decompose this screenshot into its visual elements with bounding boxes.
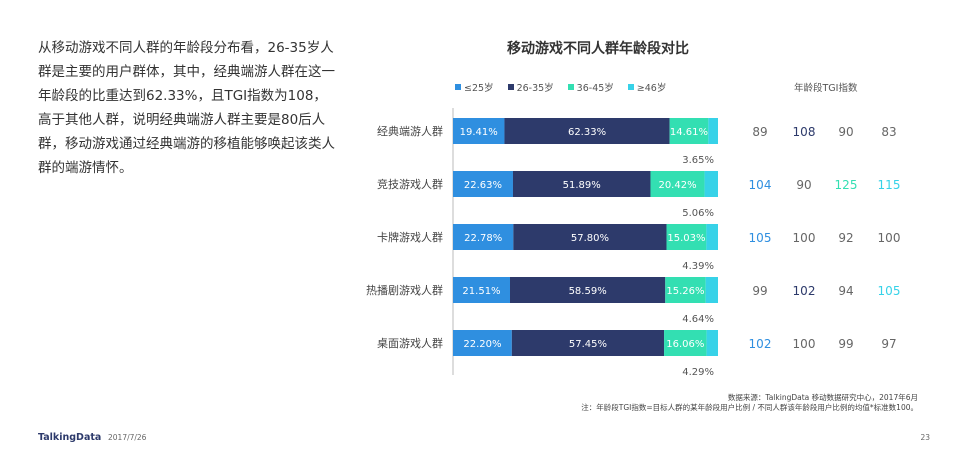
data-label: 21.51% [462, 286, 500, 297]
bar-segment [706, 224, 718, 250]
legend-label-s3: 36-45岁 [576, 83, 614, 94]
tgi-value: 108 [793, 125, 816, 139]
legend-item-s1: ≤25岁 [455, 80, 494, 94]
bar-segment [513, 224, 667, 250]
legend-item-s3: 36-45岁 [567, 80, 614, 94]
category-label: 卡牌游戏人群 [377, 230, 443, 244]
brand-logo: TalkingData [38, 432, 102, 443]
data-label: 4.29% [682, 367, 714, 378]
tgi-value: 105 [878, 284, 901, 298]
bar-segment [704, 171, 718, 197]
tgi-value: 100 [793, 231, 816, 245]
data-label: 15.26% [666, 286, 704, 297]
data-label: 62.33% [568, 127, 606, 138]
bar-segment [453, 171, 513, 197]
bar-segment [453, 224, 514, 250]
data-label: 3.65% [682, 155, 714, 166]
bar-segment [705, 277, 718, 303]
data-label: 19.41% [460, 127, 498, 138]
category-label: 经典端游人群 [377, 124, 443, 138]
legend-swatch-s3 [567, 84, 574, 90]
source-note: 数据来源：TalkingData 移动数据研究中心，2017年6月 注：年龄段T… [581, 393, 918, 413]
data-label: 20.42% [658, 180, 696, 191]
tgi-value: 83 [881, 125, 896, 139]
bar-segment [650, 171, 705, 197]
tgi-value: 100 [793, 337, 816, 351]
legend-item-s2: 26-35岁 [507, 80, 554, 94]
bar-segment [666, 224, 707, 250]
category-label: 桌面游戏人群 [377, 336, 443, 350]
bar-segment [453, 118, 505, 144]
bar-segment [511, 330, 665, 356]
data-label: 22.20% [463, 339, 501, 350]
data-label: 57.80% [571, 233, 609, 244]
legend-label-s1: ≤25岁 [464, 83, 494, 94]
legend-label-s2: 26-35岁 [516, 83, 554, 94]
tgi-value: 90 [838, 125, 853, 139]
tgi-value: 89 [752, 125, 767, 139]
legend-swatch-s2 [507, 84, 514, 90]
data-label: 57.45% [569, 339, 607, 350]
data-label: 22.63% [464, 180, 502, 191]
tgi-value: 97 [881, 337, 896, 351]
legend-label-s4: ≥46岁 [636, 83, 667, 94]
tgi-value: 100 [878, 231, 901, 245]
legend-swatch-s4 [627, 84, 634, 90]
bar-segment [453, 277, 511, 303]
source-line-1: 数据来源：TalkingData 移动数据研究中心，2017年6月 [727, 393, 918, 402]
data-label: 16.06% [666, 339, 704, 350]
tgi-value: 99 [752, 284, 767, 298]
bar-segment [504, 118, 670, 144]
legend-item-s4: ≥46岁 [627, 80, 667, 94]
tgi-value: 94 [838, 284, 853, 298]
data-label: 5.06% [682, 208, 714, 219]
tgi-value: 99 [838, 337, 853, 351]
bar-segment [510, 277, 666, 303]
tgi-value: 92 [838, 231, 853, 245]
tgi-value: 90 [796, 178, 811, 192]
bar-segment [706, 330, 718, 356]
tgi-value: 102 [749, 337, 772, 351]
category-label: 热播剧游戏人群 [366, 283, 443, 297]
footer-date: 2017/7/26 [108, 433, 147, 442]
tgi-value: 104 [749, 178, 772, 192]
category-label: 竞技游戏人群 [377, 177, 443, 191]
bar-segment [708, 118, 718, 144]
data-label: 58.59% [569, 286, 607, 297]
data-label: 4.39% [682, 261, 714, 272]
data-label: 51.89% [563, 180, 601, 191]
data-label: 4.64% [682, 314, 714, 325]
data-label: 14.61% [670, 127, 708, 138]
data-label: 15.03% [667, 233, 705, 244]
source-line-2: 注：年龄段TGI指数=目标人群的某年龄段用户比例 / 不同人群该年龄段用户比例的… [581, 403, 918, 412]
intro-text: 从移动游戏不同人群的年龄段分布看，26-35岁人群是主要的用户群体，其中，经典端… [38, 40, 335, 176]
legend-swatch-s1 [455, 84, 461, 90]
bar-segment [669, 118, 709, 144]
bar-segment [453, 330, 512, 356]
tgi-value: 115 [878, 178, 901, 192]
chart-title: 移动游戏不同人群年龄段对比 [507, 41, 689, 57]
bar-segment [664, 330, 707, 356]
tgi-value: 102 [793, 284, 816, 298]
legend: ≤25岁 26-35岁 36-45岁 ≥46岁 [455, 80, 666, 94]
bar-segment [512, 171, 651, 197]
page-number: 23 [920, 433, 930, 442]
tgi-value: 105 [749, 231, 772, 245]
data-label: 22.78% [464, 233, 502, 244]
tgi-value: 125 [835, 178, 858, 192]
tgi-title: 年龄段TGI指数 [794, 83, 858, 94]
bar-segment [665, 277, 706, 303]
